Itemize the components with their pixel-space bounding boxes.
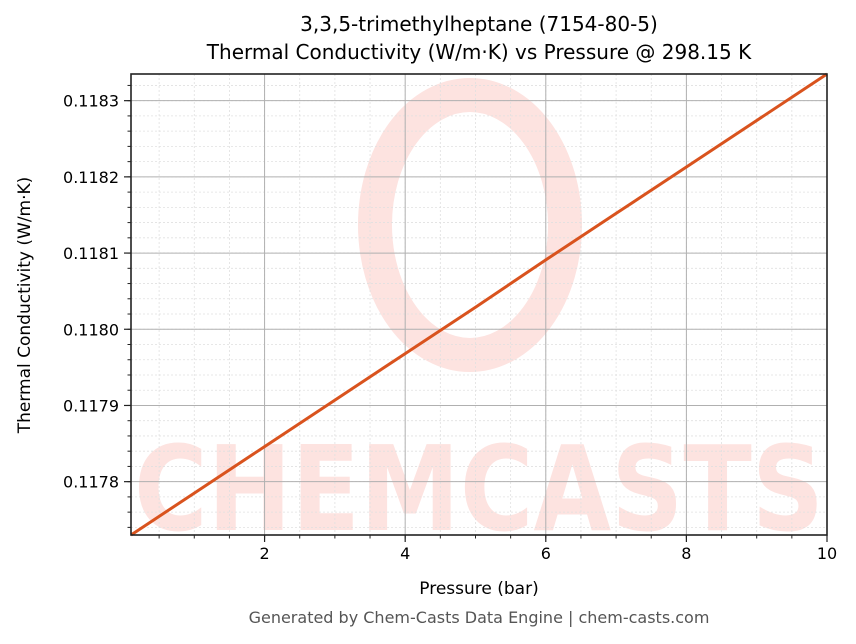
x-axis-ticks: 2 4 6 8 10 — [158, 535, 837, 563]
svg-text:CHEMCASTS: CHEMCASTS — [134, 420, 824, 558]
y-axis-label: Thermal Conductivity (W/m·K) — [15, 177, 35, 435]
y-axis-ticks: 0.1178 0.1179 0.1180 0.1181 0.1182 0.1183 — [63, 84, 131, 528]
x-tick-label: 10 — [817, 544, 837, 563]
y-tick-label: 0.1181 — [63, 244, 119, 263]
x-tick-label: 6 — [541, 544, 551, 563]
y-tick-label: 0.1180 — [63, 320, 119, 339]
y-tick-label: 0.1183 — [63, 92, 119, 111]
chart-title-line2: Thermal Conductivity (W/m·K) vs Pressure… — [206, 40, 752, 64]
x-axis-label: Pressure (bar) — [419, 579, 538, 599]
y-tick-label: 0.1178 — [63, 473, 119, 492]
data-series — [130, 72, 828, 537]
y-tick-label: 0.1182 — [63, 168, 119, 187]
series-line — [130, 72, 828, 537]
x-tick-label: 2 — [259, 544, 269, 563]
x-tick-label: 4 — [400, 544, 410, 563]
footer-credit: Generated by Chem-Casts Data Engine | ch… — [248, 608, 710, 627]
chart-title-line1: 3,3,5-trimethylheptane (7154-80-5) — [300, 12, 658, 36]
y-tick-label: 0.1179 — [63, 396, 119, 415]
major-gridlines — [131, 74, 828, 535]
plot-frame — [130, 73, 828, 536]
x-tick-label: 8 — [681, 544, 691, 563]
chemcasts-watermark: CHEMCASTS — [134, 78, 824, 558]
